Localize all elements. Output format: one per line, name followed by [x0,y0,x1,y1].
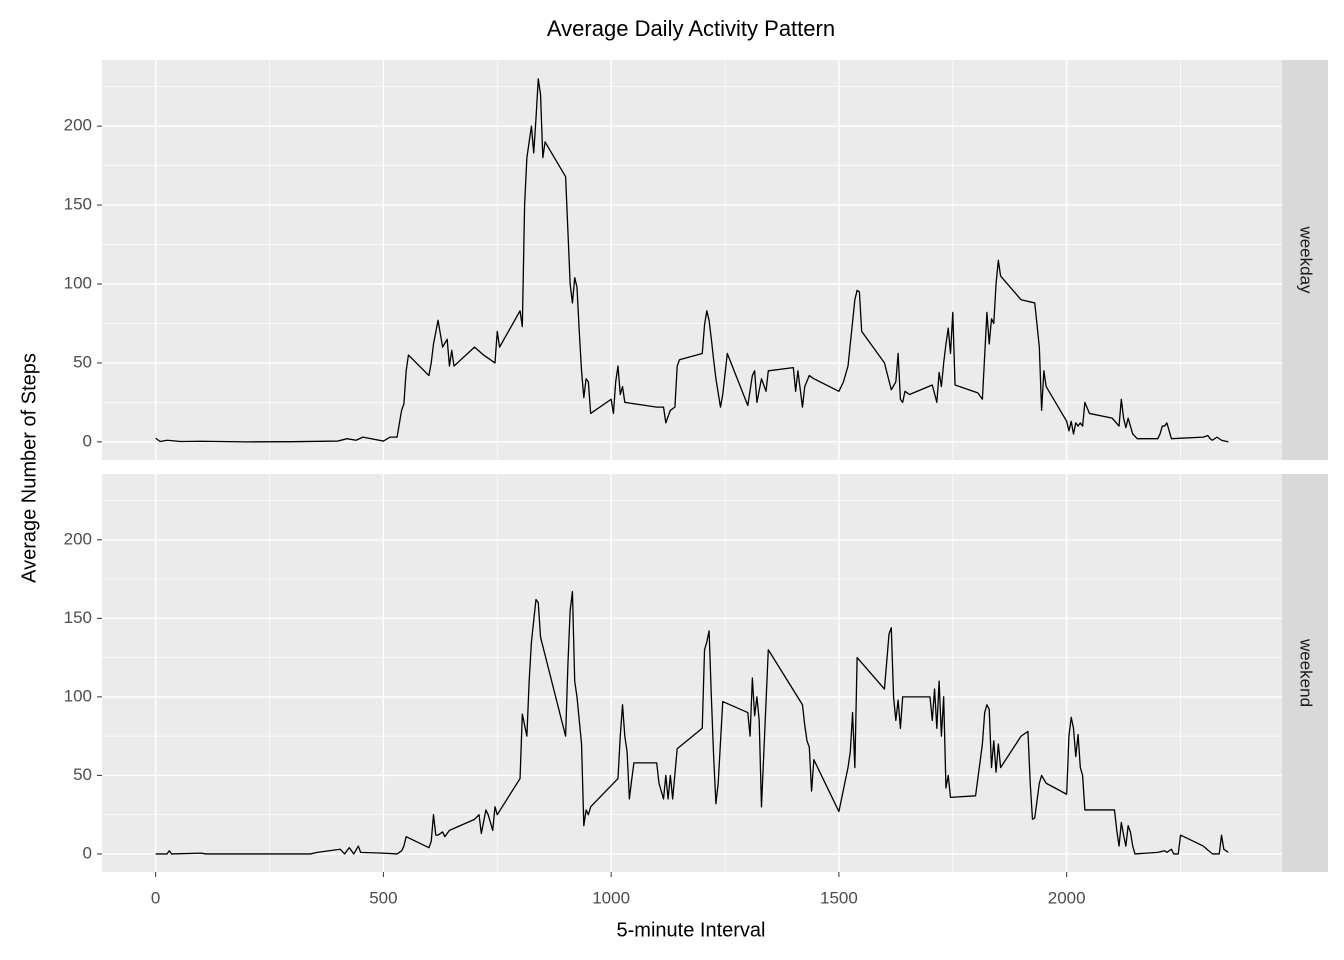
y-tick-label: 100 [64,686,92,705]
x-tick-label: 0 [151,888,160,907]
y-tick-label: 200 [64,529,92,548]
x-tick-label: 500 [369,888,397,907]
y-tick-label: 100 [64,273,92,292]
y-tick-label: 150 [64,608,92,627]
panel-background [102,474,1282,872]
data-line [155,78,1229,443]
y-tick-label: 50 [73,352,92,371]
panel-background [102,60,1282,460]
y-tick-label: 200 [64,116,92,135]
facet-label: weekday [1297,225,1316,294]
y-tick-label: 0 [83,431,92,450]
facet-strip [1282,474,1328,872]
y-tick-label: 150 [64,195,92,214]
data-line [155,590,1229,855]
y-tick-label: 0 [83,843,92,862]
y-tick-label: 50 [73,765,92,784]
chart-title: Average Daily Activity Pattern [547,16,835,41]
y-axis-title: Average Number of Steps [18,353,40,583]
x-tick-label: 2000 [1048,888,1086,907]
x-axis-title: 5-minute Interval [617,919,766,941]
x-tick-label: 1500 [820,888,858,907]
x-tick-label: 1000 [592,888,630,907]
facet-label: weekend [1297,638,1316,707]
facet-strip [1282,60,1328,460]
